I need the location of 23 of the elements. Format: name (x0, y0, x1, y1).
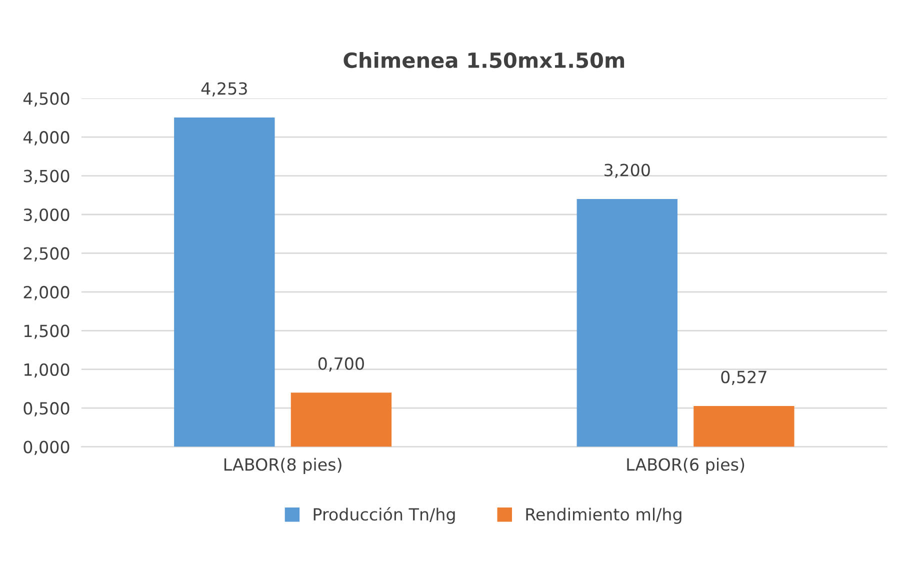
y-tick-label: 1,000 (24, 363, 70, 378)
y-tick-label: 3,000 (24, 208, 70, 223)
bar (576, 199, 678, 447)
y-tick-label: 0,000 (24, 440, 70, 456)
data-label: 4,253 (201, 82, 247, 96)
y-tick-label: 2,000 (24, 286, 70, 300)
bar (694, 406, 794, 447)
y-tick-label: 4,000 (23, 131, 70, 146)
y-tick-label: 0,500 (24, 402, 70, 416)
y-tick-label: 4,500 (23, 92, 70, 107)
bar (174, 117, 275, 447)
data-label: 0,527 (721, 370, 766, 386)
x-tick-label: LABOR(8 pies) (224, 458, 342, 474)
legend-label: Producción Tn/hg (314, 507, 455, 524)
y-tick-label: 3,500 (24, 170, 70, 184)
data-label: 0,700 (318, 357, 364, 372)
data-label: 3,200 (604, 164, 650, 178)
x-tick-label: LABOR(6 pies) (627, 458, 744, 474)
legend-label: Rendimiento ml/hg (526, 508, 682, 524)
y-tick-label: 1,500 (24, 324, 70, 339)
chart-title: Chimenea 1.50mx1.50m (344, 52, 624, 68)
y-tick-label: 2,500 (24, 247, 70, 262)
bar (290, 392, 392, 447)
